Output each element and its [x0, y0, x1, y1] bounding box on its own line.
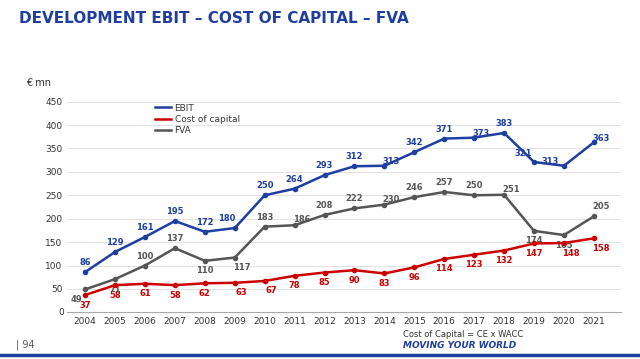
Text: 264: 264	[286, 175, 303, 184]
Text: 383: 383	[495, 119, 513, 128]
Text: 373: 373	[472, 129, 490, 138]
Text: 293: 293	[316, 161, 333, 170]
Text: 61: 61	[139, 289, 151, 298]
Text: 174: 174	[525, 236, 543, 245]
Text: 78: 78	[289, 281, 300, 290]
Text: 37: 37	[79, 300, 91, 309]
Text: 67: 67	[266, 286, 278, 295]
Text: 96: 96	[408, 273, 420, 282]
Text: MOVING YOUR WORLD: MOVING YOUR WORLD	[403, 341, 516, 350]
Text: 148: 148	[562, 248, 580, 257]
Text: 62: 62	[199, 289, 211, 298]
Text: 363: 363	[592, 134, 609, 143]
Text: 205: 205	[592, 202, 609, 211]
Text: 321: 321	[514, 149, 532, 158]
Text: 208: 208	[316, 201, 333, 210]
Text: 230: 230	[383, 195, 400, 204]
Text: 342: 342	[406, 138, 423, 147]
Text: 129: 129	[106, 238, 124, 247]
Text: 0: 0	[59, 308, 65, 317]
Text: 86: 86	[79, 258, 91, 267]
Text: 183: 183	[256, 213, 273, 222]
Text: 58: 58	[109, 291, 121, 300]
Text: 165: 165	[555, 241, 573, 250]
Text: 132: 132	[495, 256, 513, 265]
Legend: EBIT, Cost of capital, FVA: EBIT, Cost of capital, FVA	[155, 104, 240, 135]
Text: 195: 195	[166, 207, 184, 216]
Text: 123: 123	[465, 260, 483, 269]
Text: 312: 312	[346, 152, 364, 161]
Text: DEVELOPMENT EBIT – COST OF CAPITAL – FVA: DEVELOPMENT EBIT – COST OF CAPITAL – FVA	[19, 11, 409, 26]
Text: Cost of Capital = CE x WACC: Cost of Capital = CE x WACC	[403, 330, 524, 339]
Text: 180: 180	[218, 214, 235, 223]
Text: 100: 100	[136, 252, 154, 261]
Text: 71: 71	[109, 285, 121, 294]
Text: 172: 172	[196, 218, 214, 227]
Text: 114: 114	[435, 265, 453, 274]
Text: 158: 158	[592, 244, 609, 253]
Text: 250: 250	[465, 181, 483, 190]
Text: 186: 186	[293, 215, 310, 224]
Text: 90: 90	[349, 276, 360, 285]
Text: 257: 257	[435, 178, 453, 187]
Text: 251: 251	[502, 185, 520, 194]
Text: 371: 371	[436, 125, 453, 134]
Text: 222: 222	[346, 195, 364, 204]
Text: 63: 63	[236, 288, 248, 297]
Text: € mn: € mn	[26, 78, 51, 88]
Text: 58: 58	[169, 291, 180, 300]
Text: 83: 83	[379, 279, 390, 288]
Text: 110: 110	[196, 266, 214, 275]
Text: 85: 85	[319, 278, 330, 287]
Text: 49: 49	[71, 295, 83, 304]
Text: 137: 137	[166, 234, 184, 243]
Text: 246: 246	[406, 183, 423, 192]
Text: 161: 161	[136, 223, 154, 232]
Text: 313: 313	[383, 157, 400, 166]
Text: 313: 313	[541, 157, 559, 166]
Text: 117: 117	[233, 263, 250, 272]
Text: | 94: | 94	[16, 340, 35, 350]
Text: 147: 147	[525, 249, 543, 258]
Text: 250: 250	[256, 181, 273, 190]
